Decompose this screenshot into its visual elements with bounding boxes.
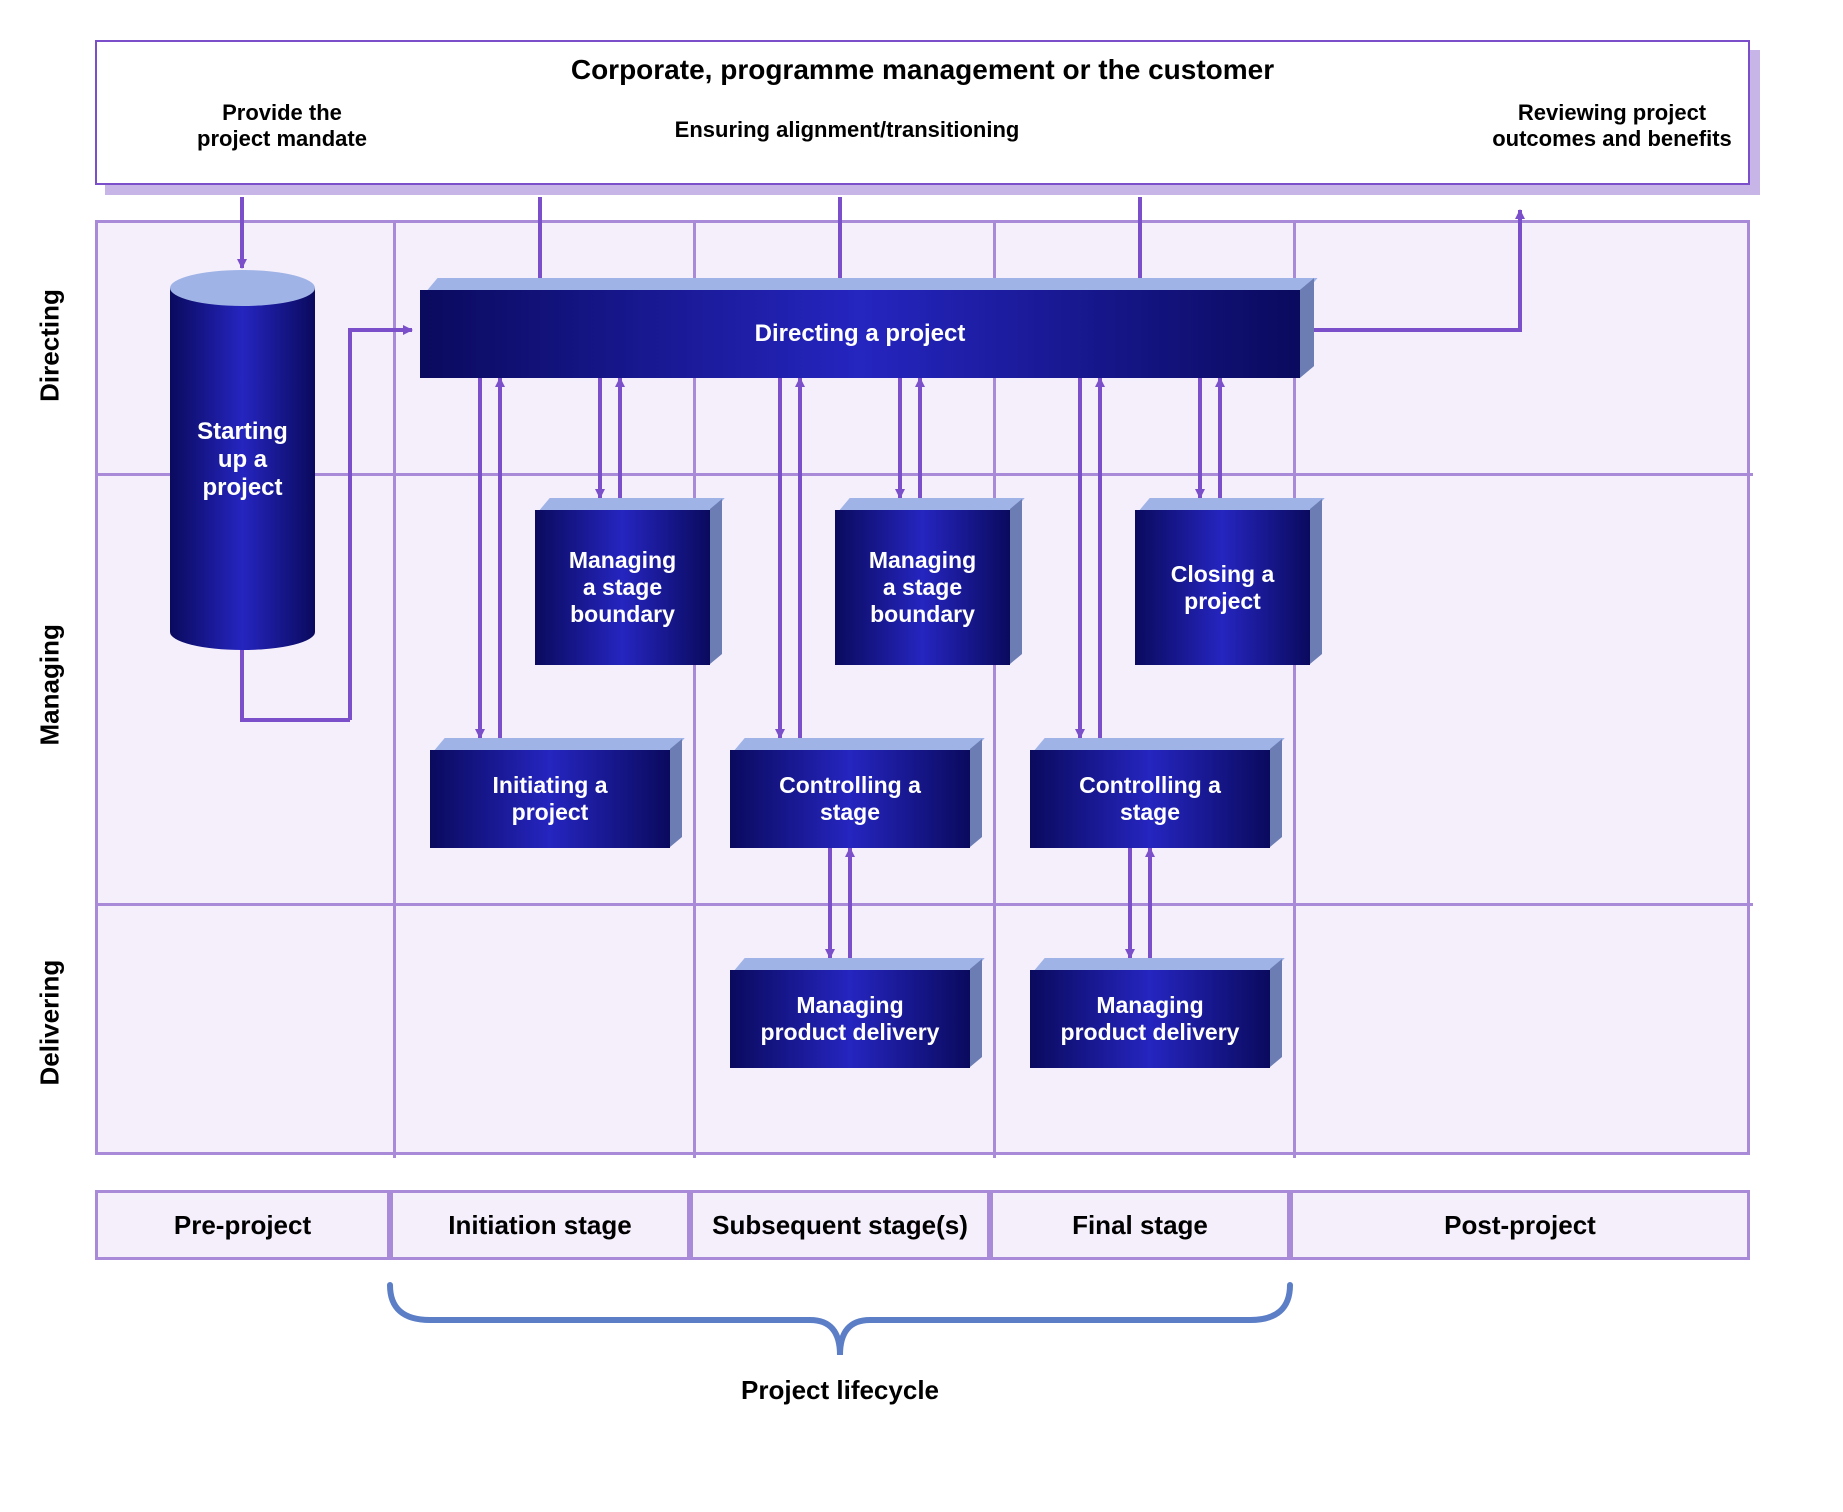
- node-label: Initiating a project: [430, 750, 670, 848]
- node-closing: Closing a project: [1135, 510, 1310, 665]
- node-mpd-1: Managing product delivery: [730, 970, 970, 1068]
- node-label: Controlling a stage: [730, 750, 970, 848]
- top-title: Corporate, programme management or the c…: [97, 54, 1748, 86]
- node-starting-up: Starting up a project: [170, 270, 315, 650]
- row-label-directing: Directing: [35, 286, 66, 406]
- node-controlling-2: Controlling a stage: [1030, 750, 1270, 848]
- stage-initiation: Initiation stage: [390, 1190, 690, 1260]
- stage-post-project: Post-project: [1290, 1190, 1750, 1260]
- node-managing-boundary-1: Managing a stage boundary: [535, 510, 710, 665]
- node-managing-boundary-2: Managing a stage boundary: [835, 510, 1010, 665]
- grid-hline: [98, 903, 1753, 906]
- node-initiating: Initiating a project: [430, 750, 670, 848]
- node-label: Managing product delivery: [1030, 970, 1270, 1068]
- node-label: Closing a project: [1135, 510, 1310, 665]
- sub-label-ensuring-alignment: Ensuring alignment/transitioning: [497, 117, 1197, 143]
- grid-hline: [98, 473, 1753, 476]
- sub-label-provide-mandate: Provide the project mandate: [147, 100, 417, 152]
- node-controlling-1: Controlling a stage: [730, 750, 970, 848]
- node-label: Directing a project: [420, 290, 1300, 378]
- node-label: Controlling a stage: [1030, 750, 1270, 848]
- process-diagram: Corporate, programme management or the c…: [20, 20, 1843, 1492]
- stage-subsequent: Subsequent stage(s): [690, 1190, 990, 1260]
- node-mpd-2: Managing product delivery: [1030, 970, 1270, 1068]
- row-label-delivering: Delivering: [35, 966, 66, 1086]
- node-label: Managing a stage boundary: [535, 510, 710, 665]
- top-box-corporate: Corporate, programme management or the c…: [95, 40, 1750, 185]
- lifecycle-label: Project lifecycle: [640, 1375, 1040, 1406]
- node-label: Managing a stage boundary: [835, 510, 1010, 665]
- node-label: Managing product delivery: [730, 970, 970, 1068]
- stage-final: Final stage: [990, 1190, 1290, 1260]
- node-label: Starting up a project: [170, 288, 315, 632]
- sub-label-reviewing-outcomes: Reviewing project outcomes and benefits: [1477, 100, 1747, 152]
- row-label-managing: Managing: [35, 626, 66, 746]
- stage-pre-project: Pre-project: [95, 1190, 390, 1260]
- grid-vline: [393, 223, 396, 1158]
- node-directing: Directing a project: [420, 290, 1300, 378]
